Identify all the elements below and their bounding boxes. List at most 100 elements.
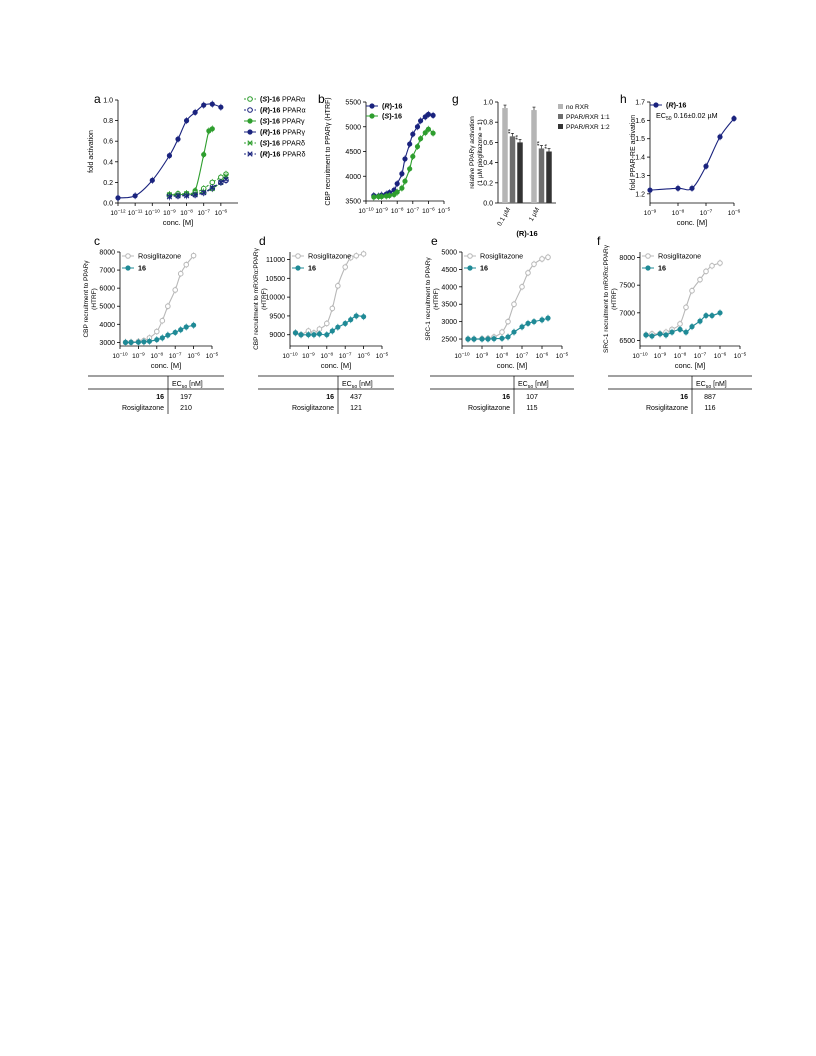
data-point [183, 324, 189, 330]
x-tick-label: 10−8 [672, 208, 685, 217]
data-point-stroke [192, 192, 198, 198]
x-tick-label: 10−7 [407, 206, 420, 215]
data-point [247, 129, 253, 135]
data-point [122, 339, 129, 345]
y-tick-label: 5000 [345, 124, 361, 131]
data-point [159, 317, 166, 324]
y-tick-label: 1.6 [635, 118, 645, 125]
data-point [430, 112, 436, 118]
y-axis-label: (HTRF) [261, 288, 268, 310]
y-tick-label: 10000 [266, 295, 286, 302]
data-point [485, 336, 491, 342]
x-tick-label: 10−10 [632, 351, 648, 360]
data-point [190, 252, 197, 259]
legend-label: Rosiglitazone [658, 252, 701, 261]
table-row-label: 16 [502, 394, 510, 401]
data-point [311, 332, 317, 338]
y-axis-label: (1 µM pioglitazone = 1) [477, 119, 484, 185]
x-tick-label: 10−9 [375, 206, 388, 215]
y-tick-label: 9000 [269, 332, 285, 339]
y-axis-label: SRC-1 recruitment to PPARγ [425, 257, 432, 341]
y-tick-label: 0.0 [483, 201, 493, 208]
panel-letter: d [259, 234, 266, 248]
x-tick-label: 10−9 [654, 351, 667, 360]
y-axis-label: fold activation [88, 130, 95, 173]
x-tick-label: 10−7 [516, 351, 529, 360]
data-point [295, 253, 301, 259]
y-tick-label: 3500 [441, 302, 457, 309]
data-point [316, 331, 323, 337]
series-line [645, 262, 721, 336]
data-point [402, 178, 408, 184]
data-point-stroke [223, 176, 229, 182]
data-point [525, 270, 531, 276]
legend-label: (S)-16 PPARδ [260, 139, 305, 148]
x-tick-label: 10−9 [476, 351, 489, 360]
panel-f: f 6500 7000 7500 8000 SRC-1 recruitment to mR… [597, 234, 752, 414]
annotation: EC50 0.16±0.02 µM [656, 111, 718, 122]
y-tick-label: 0.8 [103, 118, 113, 125]
data-point [386, 192, 393, 199]
table-row-label: Rosiglitazone [468, 405, 510, 412]
data-point [175, 136, 181, 142]
x-tick-label: 10−7 [339, 351, 352, 360]
data-point [353, 313, 359, 319]
data-point [166, 194, 173, 200]
data-point [703, 312, 709, 319]
y-tick-label: 9500 [269, 313, 285, 320]
y-tick-label: 3000 [441, 319, 457, 326]
y-tick-label: 1.4 [635, 155, 645, 162]
y-tick-label: 0.8 [483, 120, 493, 127]
series-line [117, 103, 222, 199]
ec50-table: EC50 [nM] 16 437 Rosiglitazone 121 [258, 375, 394, 414]
legend-swatch [558, 124, 563, 129]
data-point [407, 166, 413, 172]
y-tick-label: 0.6 [103, 139, 113, 146]
data-point [663, 332, 669, 338]
y-axis-label: SRC-1 recruitment to mRXRα:PPARγ [603, 244, 610, 353]
table-cell: 107 [526, 394, 538, 401]
legend-label: (R)-16 [666, 101, 686, 110]
legend-label: 16 [658, 264, 666, 273]
y-axis-label: CBP recruitment to mRXRα:PPARγ [253, 247, 260, 350]
data-point [683, 304, 689, 311]
data-point [491, 336, 497, 342]
series-line [125, 255, 195, 343]
data-point [218, 174, 224, 181]
x-tick-label: 10−5 [734, 351, 747, 360]
y-tick-label: 2500 [441, 337, 457, 344]
group-label: (R)-16 [516, 229, 537, 238]
data-point-stroke [201, 190, 207, 196]
data-point [154, 337, 160, 343]
data-point [425, 111, 432, 117]
data-point [183, 193, 190, 199]
table-row-label: Rosiglitazone [646, 405, 688, 412]
x-tick-label: 10−7 [694, 351, 707, 360]
data-point [247, 140, 253, 146]
data-point [511, 329, 517, 335]
data-point [677, 326, 683, 333]
y-axis-label: relative PPARγ activation [469, 116, 476, 189]
table-cell: 437 [350, 394, 362, 401]
data-point [183, 261, 190, 268]
data-point [499, 329, 505, 335]
data-point [697, 276, 703, 283]
table-header: EC50 [nM] [172, 381, 203, 390]
x-tick-label: 10−8 [180, 208, 193, 217]
data-point [342, 320, 348, 327]
table-header: EC50 [nM] [342, 381, 373, 390]
data-point [505, 318, 511, 325]
data-point [683, 329, 689, 335]
table-row-label: 16 [326, 394, 334, 401]
table-row-label: 16 [156, 394, 164, 401]
x-tick-label: 10−8 [496, 351, 509, 360]
x-tick-label: 10−10 [454, 351, 470, 360]
data-point [697, 318, 703, 324]
data-point [669, 329, 675, 335]
panel-e: e 2500 3000 3500 4000 4500 5000 SRC-1 recruitme… [425, 234, 574, 414]
y-tick-label: 3500 [345, 199, 361, 206]
y-tick-label: 6000 [99, 286, 115, 293]
y-tick-label: 0.2 [483, 180, 493, 187]
data-point [125, 253, 131, 259]
